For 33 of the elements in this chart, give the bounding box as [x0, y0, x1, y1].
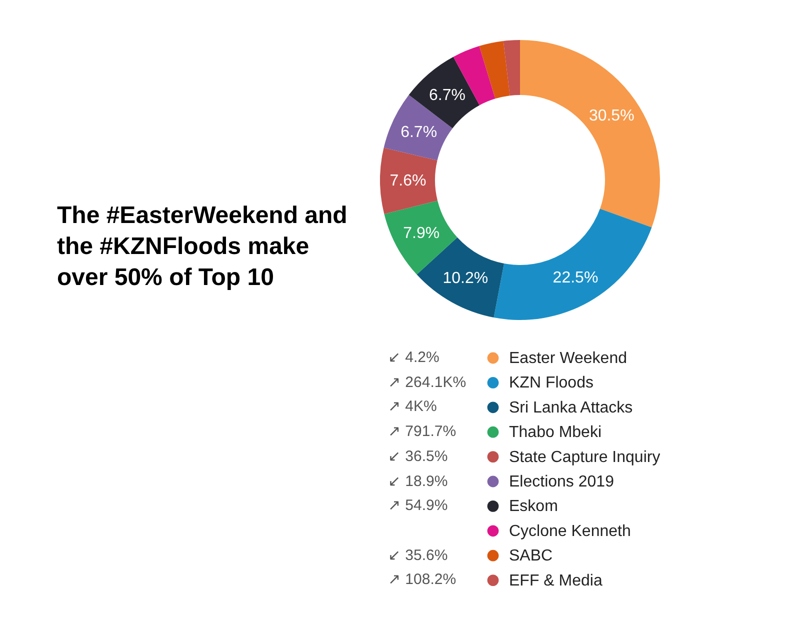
- donut-slice: [494, 208, 652, 320]
- data-label: 7.9%: [403, 225, 440, 242]
- text: ↗ 4K%: [388, 398, 437, 416]
- text: The #EasterWeekend and the #KZNFloods make over 50% of Top 10: [57, 201, 348, 293]
- text: ↗ 108.2%: [388, 571, 456, 588]
- text: ↙ 4.2%: [388, 349, 440, 366]
- legend-label: Thabo Mbeki: [509, 424, 602, 442]
- donut-slice: [479, 40, 510, 99]
- legend-label: KZN Floods: [509, 374, 594, 392]
- text: ↗ 54.9%: [388, 497, 448, 514]
- legend-label: EFF & Media: [509, 572, 602, 590]
- donut-slice: [503, 40, 520, 96]
- legend-label: Eskom: [509, 498, 558, 516]
- donut-slice: [416, 237, 504, 318]
- legend-label: SABC: [509, 548, 553, 565]
- text: ↙ 36.5%: [388, 448, 448, 465]
- data-label: 6.7%: [400, 124, 438, 141]
- data-label: 22.5%: [552, 269, 598, 286]
- data-label: 6.7%: [429, 86, 466, 104]
- text: ↗ 264.1K%: [388, 374, 466, 391]
- text: ↙ 35.6%: [388, 546, 448, 564]
- text: ↙ 18.9%: [388, 472, 448, 490]
- legend-label: State Capture Inquiry: [509, 448, 660, 466]
- data-label: 10.2%: [442, 270, 488, 287]
- legend-label: Elections 2019: [509, 474, 614, 490]
- text: ↗ 791.7%: [388, 423, 456, 440]
- legend-label: Sri Lanka Attacks: [509, 399, 633, 416]
- donut-slice: [520, 40, 660, 228]
- legend-label: Easter Weekend: [509, 350, 627, 367]
- donut-slice: [380, 148, 438, 214]
- data-label: 30.5%: [588, 108, 634, 125]
- legend-label: Cyclone Kenneth: [509, 522, 631, 540]
- data-label: 7.6%: [390, 172, 426, 190]
